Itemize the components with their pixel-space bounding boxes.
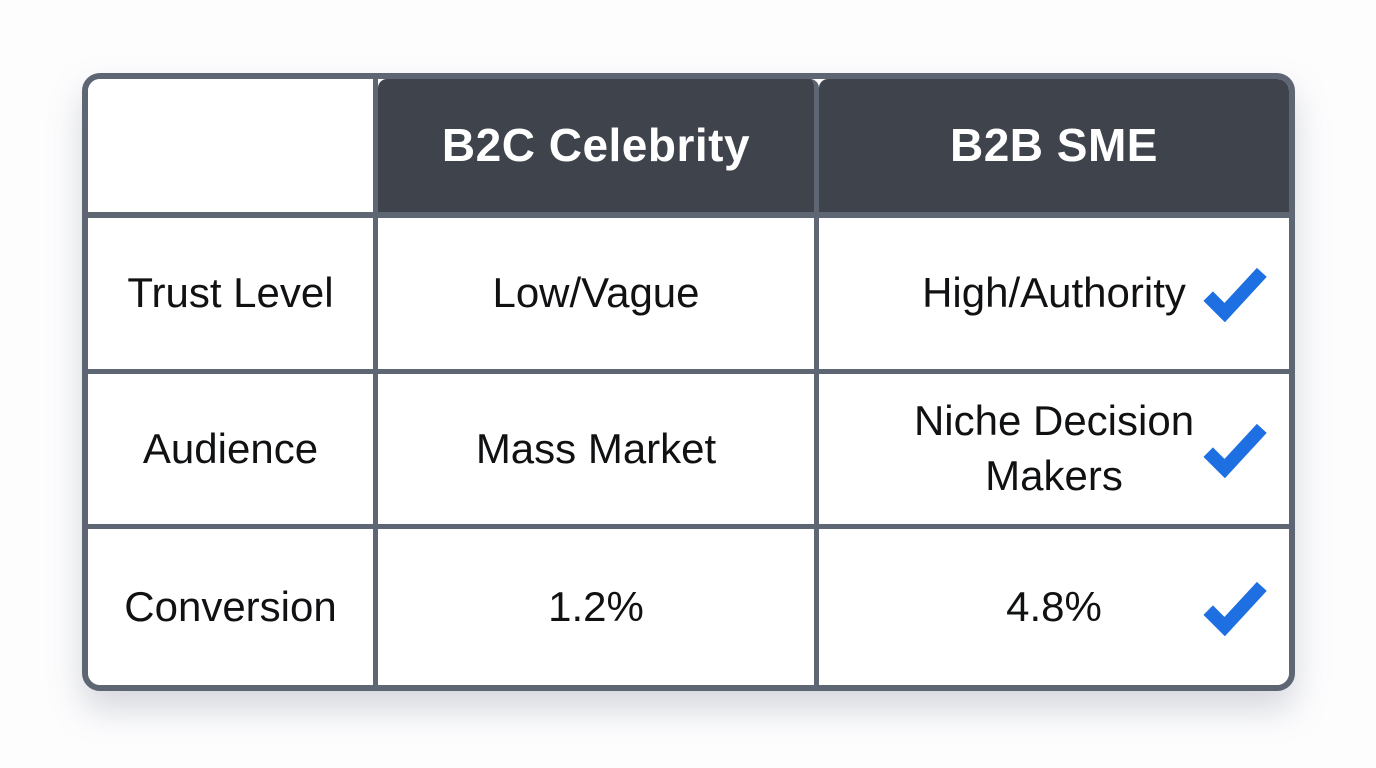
header-cell-empty — [88, 79, 378, 218]
cell-value-text: Low/Vague — [492, 269, 700, 317]
cell-trust-b2b: High/Authority — [819, 218, 1289, 374]
header-cell-b2b-sme: B2B SME — [819, 79, 1289, 218]
cell-audience-b2c: Mass Market — [378, 373, 819, 530]
cell-audience-b2b: Niche Decision Makers — [819, 373, 1289, 530]
checkmark-icon — [1201, 418, 1269, 480]
row-label-text: Conversion — [124, 582, 337, 630]
cell-trust-b2c: Low/Vague — [378, 218, 819, 374]
header-cell-b2c-celebrity: B2C Celebrity — [378, 79, 819, 218]
row-label-text: Trust Level — [127, 269, 334, 317]
row-label-audience: Audience — [88, 373, 378, 530]
comparison-table: B2C Celebrity B2B SME Trust Level Low/Va… — [82, 73, 1295, 691]
column-header-label: B2C Celebrity — [441, 118, 751, 171]
cell-conversion-b2c: 1.2% — [378, 529, 819, 685]
cell-conversion-b2b: 4.8% — [819, 529, 1289, 685]
row-label-conversion: Conversion — [88, 529, 378, 685]
cell-value-text: 4.8% — [1006, 582, 1102, 630]
cell-value-text: High/Authority — [922, 269, 1186, 317]
checkmark-icon — [1201, 576, 1269, 638]
cell-value-text: Niche Decision Makers — [913, 397, 1195, 499]
row-label-text: Audience — [142, 424, 319, 472]
column-header-label: B2B SME — [950, 118, 1158, 171]
cell-value-text: 1.2% — [548, 582, 644, 630]
cell-value-text: Mass Market — [475, 424, 717, 472]
checkmark-icon — [1201, 262, 1269, 324]
row-label-trust-level: Trust Level — [88, 218, 378, 374]
